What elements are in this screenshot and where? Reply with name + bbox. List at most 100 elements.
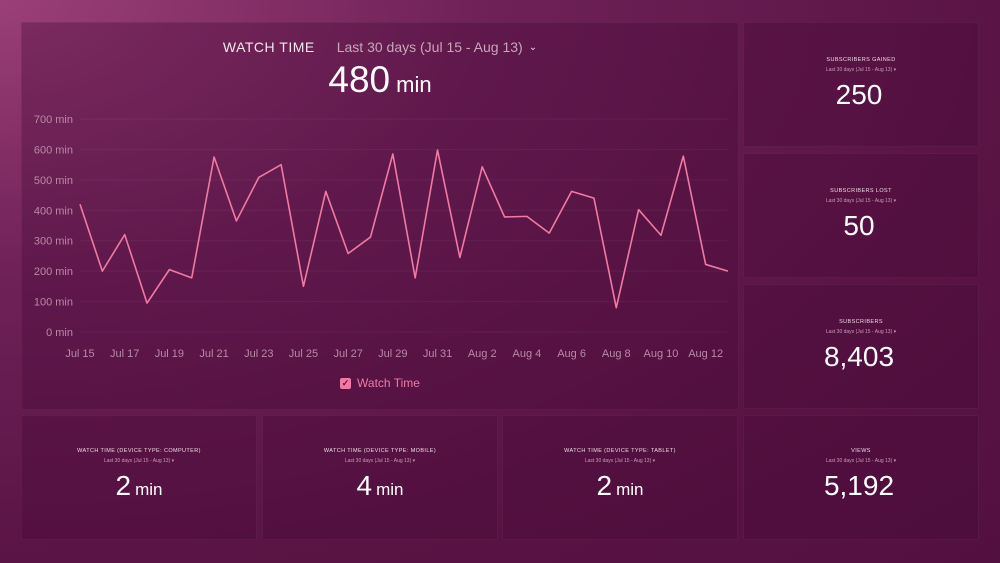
kpi-date-label: Last 30 days (Jul 15 - Aug 13): [825, 329, 893, 335]
y-tick-label: 700 min: [34, 114, 73, 126]
kpi-title: WATCH TIME (DEVICE TYPE: MOBILE): [323, 448, 437, 454]
watch-time-value: 480 min: [22, 59, 738, 101]
kpi-unit: min: [616, 480, 644, 499]
kpi-value: 2 min: [22, 470, 256, 502]
kpi-value: 50: [744, 210, 978, 242]
chart-legend[interactable]: ✓ Watch Time: [22, 376, 738, 390]
data-point[interactable]: [364, 231, 376, 243]
x-tick-label: Aug 2: [468, 348, 497, 360]
x-tick-label: Aug 10: [644, 348, 679, 360]
data-point[interactable]: [320, 185, 332, 197]
x-tick-label: Aug 12: [688, 348, 723, 360]
data-point[interactable]: [409, 272, 421, 284]
watch-time-unit: min: [396, 72, 432, 97]
data-point[interactable]: [74, 198, 86, 210]
data-point[interactable]: [655, 229, 667, 241]
chart-header: WATCH TIME Last 30 days (Jul 15 - Aug 13…: [22, 39, 738, 101]
data-point[interactable]: [141, 297, 153, 309]
kpi-title: WATCH TIME (DEVICE TYPE: COMPUTER): [77, 448, 201, 454]
x-tick-label: Jul 23: [244, 348, 273, 360]
data-point[interactable]: [543, 227, 555, 239]
kpi-title: VIEWS: [851, 448, 871, 454]
data-point[interactable]: [499, 211, 511, 223]
kpi-watch-time-computer: WATCH TIME (DEVICE TYPE: COMPUTER) Last …: [21, 415, 257, 540]
data-point[interactable]: [387, 148, 399, 160]
x-tick-label: Jul 17: [110, 348, 139, 360]
kpi-date-dropdown[interactable]: Last 30 days (Jul 15 - Aug 13) ▾: [825, 67, 897, 73]
data-point[interactable]: [588, 192, 600, 204]
data-point[interactable]: [722, 265, 734, 277]
kpi-date-label: Last 30 days (Jul 15 - Aug 13): [584, 458, 652, 464]
kpi-subscribers: SUBSCRIBERS Last 30 days (Jul 15 - Aug 1…: [743, 284, 979, 409]
date-range-dropdown[interactable]: Last 30 days (Jul 15 - Aug 13) ⌄: [337, 39, 537, 55]
kpi-value: 8,403: [744, 341, 978, 373]
kpi-date-dropdown[interactable]: Last 30 days (Jul 15 - Aug 13) ▾: [103, 458, 175, 464]
y-tick-label: 100 min: [34, 297, 73, 309]
kpi-value: 5,192: [744, 470, 978, 502]
kpi-views: VIEWS Last 30 days (Jul 15 - Aug 13) ▾ 5…: [743, 415, 979, 540]
kpi-number: 250: [835, 79, 883, 110]
kpi-title: SUBSCRIBERS: [839, 319, 883, 325]
checkbox-checked-icon[interactable]: ✓: [340, 377, 352, 389]
x-tick-label: Jul 15: [65, 348, 94, 360]
x-tick-label: Jul 27: [333, 348, 362, 360]
kpi-number: 8,403: [823, 341, 895, 372]
kpi-title: SUBSCRIBERS LOST: [830, 188, 892, 194]
kpi-date-dropdown[interactable]: Last 30 days (Jul 15 - Aug 13) ▾: [344, 458, 416, 464]
kpi-date-label: Last 30 days (Jul 15 - Aug 13): [103, 458, 171, 464]
series-line-watch-time[interactable]: [79, 149, 729, 309]
data-point[interactable]: [476, 161, 488, 173]
x-tick-label: Aug 6: [557, 348, 586, 360]
y-tick-label: 400 min: [34, 205, 73, 217]
data-point[interactable]: [521, 210, 533, 222]
chart-title: WATCH TIME: [222, 39, 315, 55]
y-tick-label: 600 min: [34, 144, 73, 156]
data-point[interactable]: [610, 302, 622, 314]
data-point[interactable]: [163, 264, 175, 276]
kpi-date-dropdown[interactable]: Last 30 days (Jul 15 - Aug 13) ▾: [825, 329, 897, 335]
kpi-unit: min: [376, 480, 404, 499]
data-point[interactable]: [297, 280, 309, 292]
kpi-date-label: Last 30 days (Jul 15 - Aug 13): [825, 198, 893, 204]
data-point[interactable]: [208, 151, 220, 163]
data-point[interactable]: [432, 144, 444, 156]
chevron-down-icon: ⌄: [528, 41, 538, 53]
date-range-label: Last 30 days (Jul 15 - Aug 13): [336, 39, 523, 55]
x-tick-label: Jul 31: [423, 348, 452, 360]
kpi-value: 2 min: [503, 470, 737, 502]
kpi-unit: min: [135, 480, 163, 499]
kpi-number: 2: [115, 470, 132, 501]
kpi-date-dropdown[interactable]: Last 30 days (Jul 15 - Aug 13) ▾: [584, 458, 656, 464]
kpi-date-dropdown[interactable]: Last 30 days (Jul 15 - Aug 13) ▾: [825, 198, 897, 204]
data-point[interactable]: [566, 185, 578, 197]
y-tick-label: 300 min: [34, 236, 73, 248]
kpi-value: 250: [744, 79, 978, 111]
kpi-number: 2: [596, 470, 613, 501]
data-point[interactable]: [186, 272, 198, 284]
data-point[interactable]: [275, 159, 287, 171]
data-point[interactable]: [700, 258, 712, 270]
data-point[interactable]: [253, 171, 265, 183]
kpi-date-label: Last 30 days (Jul 15 - Aug 13): [825, 67, 893, 73]
kpi-value: 4 min: [263, 470, 497, 502]
legend-label: Watch Time: [357, 376, 420, 390]
data-point[interactable]: [119, 229, 131, 241]
x-tick-label: Jul 25: [289, 348, 318, 360]
x-tick-label: Aug 4: [513, 348, 542, 360]
data-point[interactable]: [454, 251, 466, 263]
watch-time-number: 480: [328, 59, 391, 100]
data-point[interactable]: [96, 265, 108, 277]
data-point[interactable]: [230, 215, 242, 227]
data-point[interactable]: [342, 247, 354, 259]
kpi-subscribers-lost: SUBSCRIBERS LOST Last 30 days (Jul 15 - …: [743, 153, 979, 278]
kpi-date-dropdown[interactable]: Last 30 days (Jul 15 - Aug 13) ▾: [825, 458, 897, 464]
kpi-date-label: Last 30 days (Jul 15 - Aug 13): [344, 458, 412, 464]
kpi-title: SUBSCRIBERS GAINED: [826, 57, 896, 63]
kpi-date-label: Last 30 days (Jul 15 - Aug 13): [825, 458, 893, 464]
y-tick-label: 200 min: [34, 266, 73, 278]
watch-time-panel: 700 min 600 min 500 min 400 min 300 min 200 m…: [21, 22, 739, 410]
x-tick-label: Aug 8: [602, 348, 631, 360]
data-point[interactable]: [633, 204, 645, 216]
x-tick-label: Jul 29: [378, 348, 407, 360]
data-point[interactable]: [677, 150, 689, 162]
